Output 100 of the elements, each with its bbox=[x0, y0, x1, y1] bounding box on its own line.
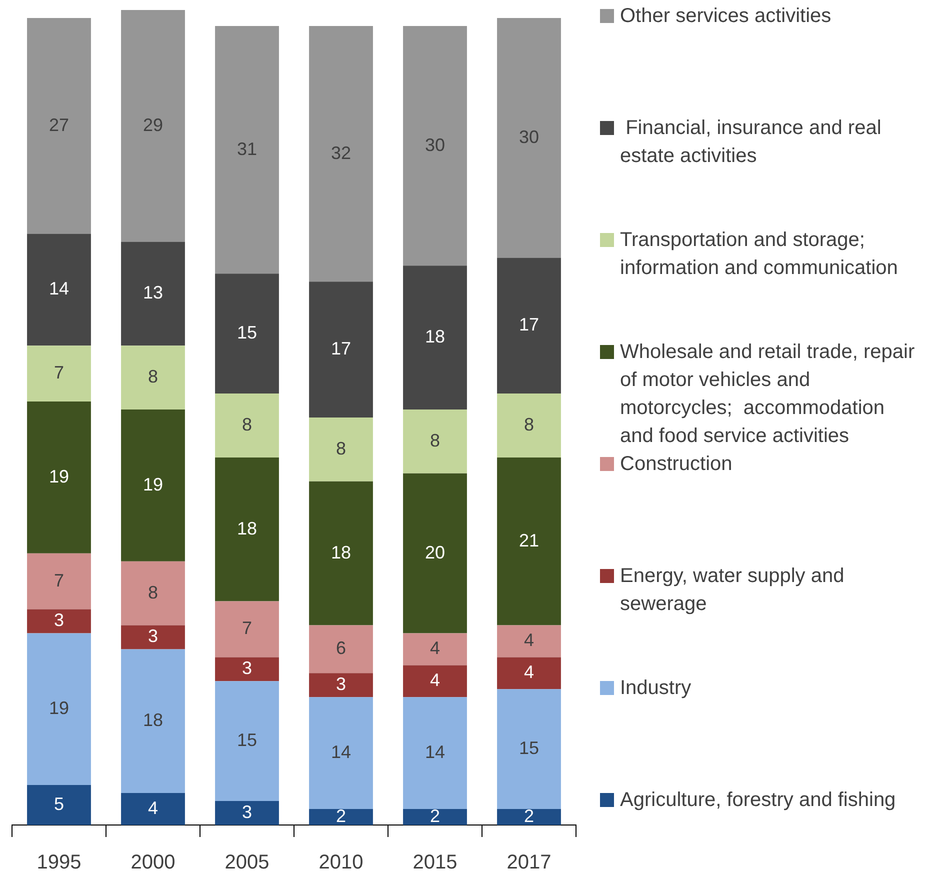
bar bbox=[215, 601, 279, 658]
bar bbox=[403, 697, 467, 810]
bar bbox=[309, 625, 373, 674]
bar bbox=[309, 673, 373, 698]
bar bbox=[27, 633, 91, 786]
data-label: 14 bbox=[330, 742, 352, 762]
data-label: 4 bbox=[524, 662, 534, 682]
data-label: 15 bbox=[236, 322, 258, 343]
data-label: 18 bbox=[330, 542, 352, 562]
data-label: 3 bbox=[54, 610, 64, 630]
data-label: 3 bbox=[242, 658, 252, 678]
data-label: 13 bbox=[142, 282, 164, 303]
data-label: 30 bbox=[518, 126, 540, 147]
data-label: 8 bbox=[524, 414, 534, 434]
bar bbox=[403, 665, 467, 698]
data-label: 14 bbox=[424, 742, 446, 762]
bar bbox=[27, 553, 91, 610]
bar bbox=[27, 18, 91, 234]
bar bbox=[215, 26, 279, 274]
bar bbox=[309, 418, 373, 482]
data-label: 6 bbox=[336, 638, 346, 658]
data-label: 2 bbox=[336, 806, 346, 826]
x-tick-label: 1995 bbox=[36, 852, 82, 874]
bar bbox=[497, 657, 561, 690]
bar bbox=[121, 242, 185, 346]
data-label: 29 bbox=[142, 114, 164, 135]
data-label: 31 bbox=[236, 138, 258, 159]
legend-label: Energy, water supply and sewerage bbox=[620, 564, 846, 617]
data-label: 8 bbox=[336, 438, 346, 458]
bar bbox=[309, 282, 373, 418]
bar bbox=[497, 809, 561, 825]
data-label: 4 bbox=[430, 638, 440, 658]
bar bbox=[497, 394, 561, 458]
bar bbox=[215, 681, 279, 802]
bar bbox=[497, 625, 561, 658]
bar bbox=[215, 457, 279, 602]
bar bbox=[497, 18, 561, 258]
bar bbox=[403, 266, 467, 410]
data-label: 4 bbox=[524, 630, 534, 650]
bar bbox=[309, 697, 373, 810]
data-label: 32 bbox=[330, 142, 352, 163]
bar bbox=[309, 809, 373, 825]
bar bbox=[215, 657, 279, 682]
bar bbox=[403, 26, 467, 266]
bar bbox=[27, 402, 91, 554]
bar bbox=[497, 689, 561, 810]
x-tick-label: 2010 bbox=[318, 852, 364, 874]
data-label: 8 bbox=[148, 582, 158, 602]
bar bbox=[121, 793, 185, 825]
data-label: 7 bbox=[54, 362, 64, 383]
data-label: 14 bbox=[48, 278, 70, 299]
x-tick-label: 2005 bbox=[224, 852, 270, 874]
x-tick-label: 2015 bbox=[412, 852, 458, 874]
bar bbox=[121, 561, 185, 626]
bar bbox=[309, 26, 373, 282]
x-tick-label: 2000 bbox=[130, 852, 176, 874]
data-label: 20 bbox=[424, 542, 446, 562]
data-label: 8 bbox=[148, 366, 158, 387]
legend-label: Construction bbox=[620, 452, 732, 477]
data-label: 15 bbox=[236, 730, 258, 750]
data-label: 27 bbox=[48, 114, 70, 135]
data-label: 8 bbox=[242, 414, 252, 434]
data-label: 21 bbox=[518, 530, 540, 550]
data-label: 19 bbox=[48, 466, 70, 486]
data-label: 30 bbox=[424, 134, 446, 155]
data-label: 17 bbox=[518, 314, 540, 335]
x-tick-label: 2017 bbox=[506, 852, 552, 874]
data-label: 4 bbox=[148, 798, 158, 818]
bar bbox=[27, 609, 91, 634]
bar bbox=[121, 649, 185, 794]
bar bbox=[497, 457, 561, 626]
bar bbox=[121, 410, 185, 562]
data-label: 18 bbox=[142, 710, 164, 730]
data-label: 18 bbox=[424, 326, 446, 347]
bar bbox=[497, 258, 561, 394]
data-label: 18 bbox=[236, 518, 258, 538]
data-label: 7 bbox=[242, 618, 252, 638]
bar bbox=[403, 809, 467, 825]
bar bbox=[309, 481, 373, 626]
bar bbox=[403, 473, 467, 634]
data-label: 17 bbox=[330, 338, 352, 359]
bar bbox=[403, 410, 467, 474]
bar bbox=[121, 10, 185, 242]
data-label: 2 bbox=[524, 806, 534, 826]
data-label: 3 bbox=[148, 626, 158, 646]
bar bbox=[403, 633, 467, 666]
legend-label: Wholesale and retail trade, repair of motor vehicles and motorcycles; accommodation and food service activities bbox=[620, 340, 916, 449]
data-label: 8 bbox=[430, 430, 440, 450]
bar bbox=[27, 346, 91, 402]
legend-label: Other services activities bbox=[620, 4, 832, 29]
bar bbox=[121, 346, 185, 410]
data-label: 15 bbox=[518, 738, 540, 758]
legend-label: Agriculture, forestry and fishing bbox=[620, 788, 896, 813]
bar bbox=[27, 785, 91, 825]
bar bbox=[215, 394, 279, 458]
data-label: 3 bbox=[336, 674, 346, 694]
bar bbox=[27, 234, 91, 346]
data-label: 3 bbox=[242, 802, 252, 822]
data-label: 2 bbox=[430, 806, 440, 826]
bar bbox=[215, 801, 279, 825]
